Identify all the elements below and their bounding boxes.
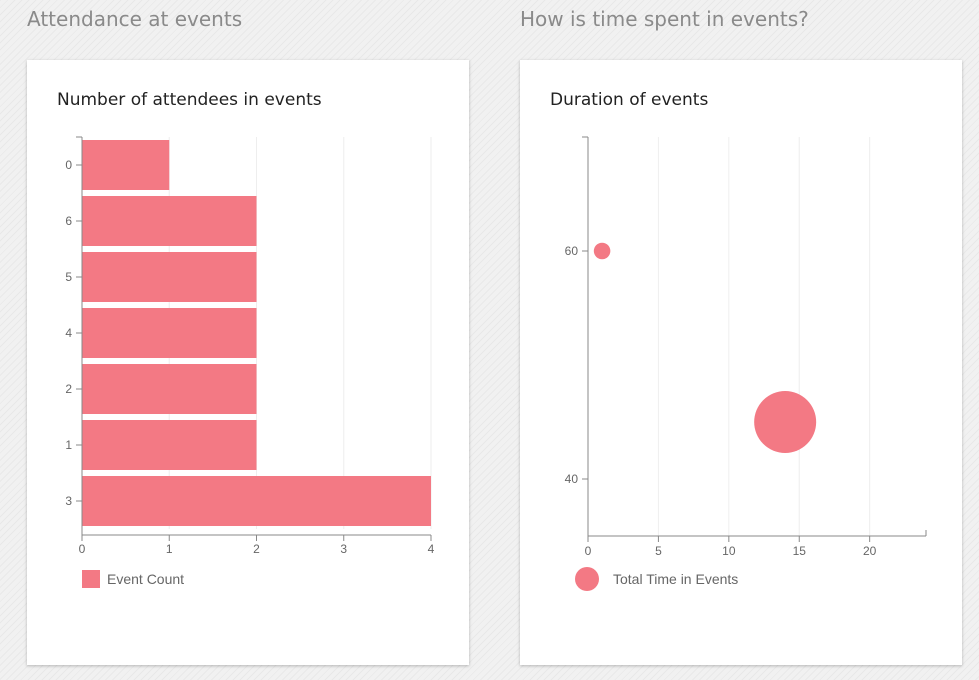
- bar-chart: 0 6 5 4 2 1 3 0 1 2 3 4 Event Count: [65, 136, 435, 588]
- y-tick-label: 1: [65, 438, 72, 452]
- section-title-attendance: Attendance at events: [27, 7, 243, 31]
- x-tick-label: 15: [793, 544, 807, 558]
- y-tick-label: 60: [565, 244, 579, 258]
- bar: [82, 420, 257, 470]
- x-tick-label: 5: [655, 544, 662, 558]
- bar: [82, 196, 257, 246]
- legend-label: Total Time in Events: [613, 571, 738, 587]
- bar: [82, 364, 257, 414]
- x-tick-label: 0: [79, 542, 86, 556]
- bubble-chart: 40 60 0 5 10 15 20 Total Time in Events: [565, 136, 927, 591]
- bar: [82, 140, 170, 190]
- bar: [82, 308, 257, 358]
- x-tick-label: 10: [722, 544, 736, 558]
- bar: [82, 252, 257, 302]
- bubble-point: [593, 242, 611, 260]
- y-tick-label: 4: [65, 326, 72, 340]
- y-tick-label: 0: [65, 158, 72, 172]
- duration-card: Duration of events 40 60 0 5 10 15 20 Total Tim…: [520, 60, 962, 665]
- y-tick-label: 6: [65, 214, 72, 228]
- y-tick-label: 2: [65, 382, 72, 396]
- legend-swatch: [82, 570, 100, 588]
- y-tick-label: 40: [565, 472, 579, 486]
- legend-swatch: [575, 567, 599, 591]
- bar: [82, 476, 431, 526]
- bar-chart-title: Number of attendees in events: [57, 90, 322, 110]
- legend-label: Event Count: [107, 571, 184, 587]
- x-tick-label: 3: [340, 542, 347, 556]
- x-tick-label: 2: [253, 542, 260, 556]
- x-tick-label: 1: [166, 542, 173, 556]
- bubble-point: [754, 391, 817, 453]
- x-tick-label: 0: [585, 544, 592, 558]
- x-tick-label: 20: [863, 544, 877, 558]
- section-title-time-spent: How is time spent in events?: [520, 7, 809, 31]
- attendance-card: Number of attendees in events 0 6 5 4 2 1 3 0 1 2…: [27, 60, 469, 665]
- bubble-chart-title: Duration of events: [550, 90, 709, 110]
- x-tick-label: 4: [428, 542, 435, 556]
- y-tick-label: 5: [65, 270, 72, 284]
- y-tick-label: 3: [65, 494, 72, 508]
